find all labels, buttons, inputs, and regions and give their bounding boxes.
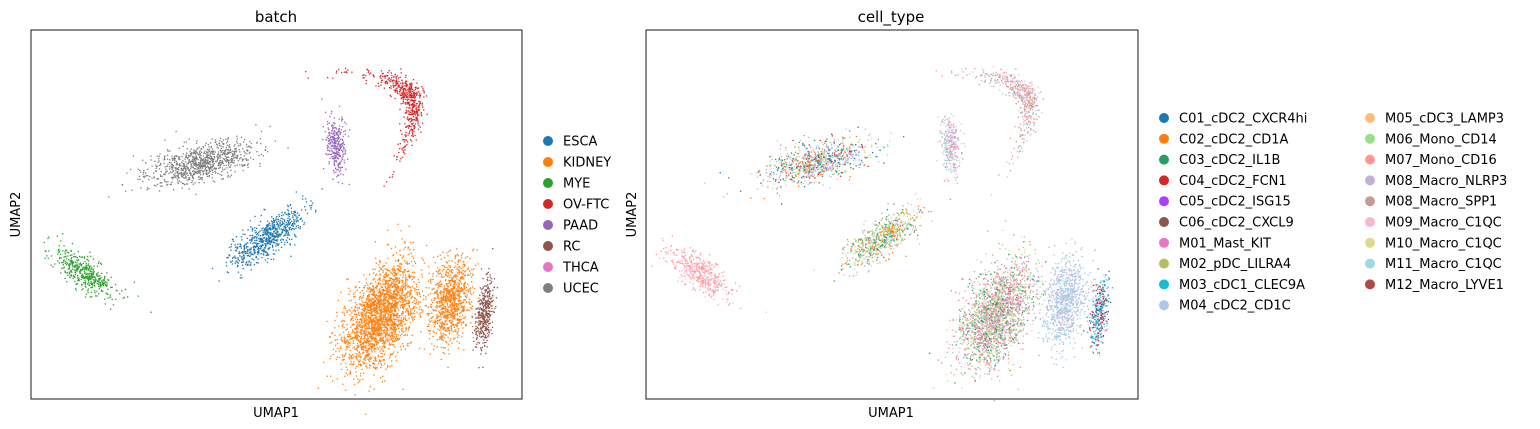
legend-label: M12_Macro_LYVE1 xyxy=(1385,278,1504,293)
legend-marker xyxy=(1159,258,1169,269)
legend-label: M07_Mono_CD16 xyxy=(1385,153,1497,168)
legend-label: M03_cDC1_CLEC9A xyxy=(1179,278,1305,293)
legend-marker xyxy=(1365,175,1375,186)
batch-y-axis-label: UMAP2 xyxy=(9,192,24,238)
legend-marker xyxy=(1365,196,1375,207)
batch-points xyxy=(43,67,499,415)
legend-marker xyxy=(1365,258,1375,269)
legend-marker xyxy=(543,178,553,188)
legend-label: ESCA xyxy=(563,135,598,150)
legend-marker xyxy=(1159,154,1169,165)
legend-marker xyxy=(1159,279,1169,290)
legend-marker xyxy=(1365,217,1375,227)
legend-marker xyxy=(1159,113,1169,123)
legend-label: M05_cDC3_LAMP3 xyxy=(1385,112,1504,127)
legend-marker xyxy=(1159,133,1169,144)
legend-marker xyxy=(1365,279,1375,290)
legend-label: KIDNEY xyxy=(563,156,611,171)
legend-marker xyxy=(543,241,553,251)
batch-title: batch xyxy=(255,8,297,26)
legend-label: THCA xyxy=(562,261,599,276)
legend-label: RC xyxy=(563,240,580,255)
legend-marker xyxy=(1159,237,1169,248)
legend-marker xyxy=(1159,175,1169,186)
batch-legend: ESCA KIDNEY MYE OV-FTC PAAD RC THCA UCEC xyxy=(543,135,611,297)
legend-label: OV-FTC xyxy=(563,198,609,213)
legend-label: M06_Mono_CD14 xyxy=(1385,132,1497,147)
legend-marker xyxy=(543,136,553,146)
legend-label: C04_cDC2_FCN1 xyxy=(1179,174,1287,189)
cell-type-x-axis-label: UMAP1 xyxy=(868,406,914,421)
legend-label: M08_Macro_SPP1 xyxy=(1385,195,1497,210)
legend-marker xyxy=(1365,237,1375,248)
legend-label: M02_pDC_LILRA4 xyxy=(1179,257,1291,272)
legend-marker xyxy=(543,157,553,167)
legend-label: M10_Macro_C1QC xyxy=(1385,236,1502,251)
legend-marker xyxy=(543,220,553,230)
legend-marker xyxy=(1159,196,1169,207)
cell-type-legend: C01_cDC2_CXCR4hi C02_cDC2_CD1A C03_cDC2_IL… xyxy=(1159,112,1507,314)
legend-marker xyxy=(1159,217,1169,227)
legend-label: C02_cDC2_CD1A xyxy=(1179,132,1288,147)
legend-label: M09_Macro_C1QC xyxy=(1385,216,1502,231)
cell-type-panel: cell_type UMAP1 UMAP2 C01_cDC2_CXCR4hiC0… xyxy=(625,8,1507,421)
legend-marker xyxy=(543,199,553,209)
cell-type-points xyxy=(651,66,1114,402)
cell-type-title: cell_type xyxy=(858,8,925,27)
legend-marker xyxy=(543,262,553,272)
cell-type-y-axis-label: UMAP2 xyxy=(625,192,640,238)
legend-marker xyxy=(1365,133,1375,144)
legend-label: M11_Macro_C1QC xyxy=(1385,257,1502,272)
legend-label: M01_Mast_KIT xyxy=(1179,236,1271,251)
legend-label: PAAD xyxy=(563,219,598,234)
legend-label: C03_cDC2_IL1B xyxy=(1179,153,1280,168)
legend-marker xyxy=(1365,113,1375,123)
legend-label: MYE xyxy=(563,177,590,192)
legend-label: M08_Macro_NLRP3 xyxy=(1385,174,1507,189)
legend-label: M04_cDC2_CD1C xyxy=(1179,299,1291,314)
legend-marker xyxy=(1365,154,1375,165)
legend-label: C06_cDC2_CXCL9 xyxy=(1179,216,1294,231)
batch-panel: batch UMAP1 UMAP2 ESCA KIDNEY MYE OV-FTC PAA… xyxy=(9,8,611,421)
legend-marker xyxy=(1159,300,1169,311)
legend-label: C05_cDC2_ISG15 xyxy=(1179,195,1291,210)
legend-marker xyxy=(543,283,553,293)
legend-label: C01_cDC2_CXCR4hi xyxy=(1179,112,1307,127)
batch-x-axis-label: UMAP1 xyxy=(253,406,299,421)
legend-label: UCEC xyxy=(563,282,599,297)
cell-type-plot-area xyxy=(645,29,1139,400)
